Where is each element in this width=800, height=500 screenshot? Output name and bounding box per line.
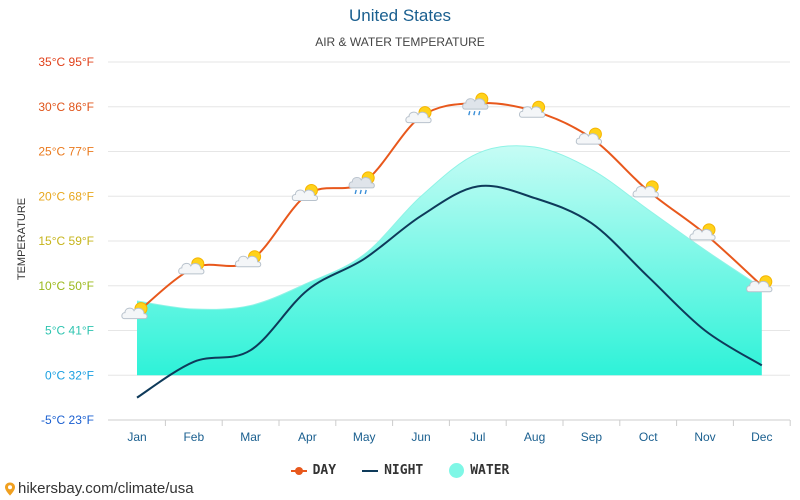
source-link[interactable]: hikersbay.com/climate/usa <box>4 480 194 497</box>
x-tick-label: Aug <box>524 430 545 444</box>
night-line-swatch-icon <box>362 469 379 472</box>
x-tick-label: Oct <box>639 430 658 444</box>
partly-cloudy-icon <box>632 180 659 198</box>
chart-title: United States <box>348 6 452 25</box>
partly-cloudy-icon <box>178 257 205 275</box>
x-tick-label: Jun <box>411 430 430 444</box>
legend-item-water[interactable]: WATER <box>449 463 509 478</box>
location-pin-icon <box>5 482 15 495</box>
x-tick-label: Jul <box>470 430 485 444</box>
y-tick-label: 15°C 59°F <box>38 234 94 248</box>
y-tick-label: 25°C 77°F <box>38 145 94 159</box>
y-axis-label: TEMPERATURE <box>16 197 28 281</box>
partly-cloudy-icon <box>291 183 319 201</box>
x-tick-label: May <box>353 430 376 444</box>
y-tick-label: 20°C 68°F <box>38 189 94 203</box>
rain-cloud-icon <box>462 92 489 116</box>
x-tick-label: Mar <box>240 430 261 444</box>
y-tick-label: 10°C 50°F <box>38 279 94 293</box>
x-tick-label: Jan <box>127 430 146 444</box>
day-line-swatch-icon <box>290 466 307 475</box>
legend-label-night: NIGHT <box>384 463 424 478</box>
water-swatch-icon <box>449 463 465 478</box>
partly-cloudy-icon <box>405 106 432 124</box>
chart-legend: DAY NIGHT WATER <box>0 463 800 478</box>
source-text: hikersbay.com/climate/usa <box>18 480 194 497</box>
y-tick-label: 5°C 41°F <box>45 324 94 338</box>
legend-item-night[interactable]: NIGHT <box>362 463 423 478</box>
x-tick-label: Sep <box>581 430 603 444</box>
water-temperature-area <box>137 145 762 376</box>
partly-cloudy-icon <box>689 223 716 241</box>
partly-cloudy-icon <box>234 250 262 268</box>
partly-cloudy-icon <box>518 100 546 118</box>
y-tick-label: 0°C 32°F <box>45 368 94 382</box>
y-tick-label: -5°C 23°F <box>41 413 94 427</box>
rain-cloud-icon <box>348 171 375 195</box>
partly-cloudy-icon <box>121 302 148 320</box>
x-tick-label: Nov <box>694 430 715 444</box>
partly-cloudy-icon <box>746 275 773 293</box>
legend-item-day[interactable]: DAY <box>290 463 337 478</box>
night-temperature-line <box>136 184 763 399</box>
legend-label-water: WATER <box>470 463 510 478</box>
y-tick-label: 35°C 95°F <box>38 55 94 69</box>
partly-cloudy-icon <box>575 127 603 145</box>
x-tick-label: Dec <box>751 430 772 444</box>
y-tick-label: 30°C 86°F <box>38 100 94 114</box>
x-tick-label: Apr <box>298 430 317 444</box>
legend-label-day: DAY <box>312 463 337 478</box>
x-tick-label: Feb <box>183 430 204 444</box>
water-temperature-edge <box>136 145 763 310</box>
chart-subtitle: AIR & WATER TEMPERATURE <box>315 35 485 49</box>
